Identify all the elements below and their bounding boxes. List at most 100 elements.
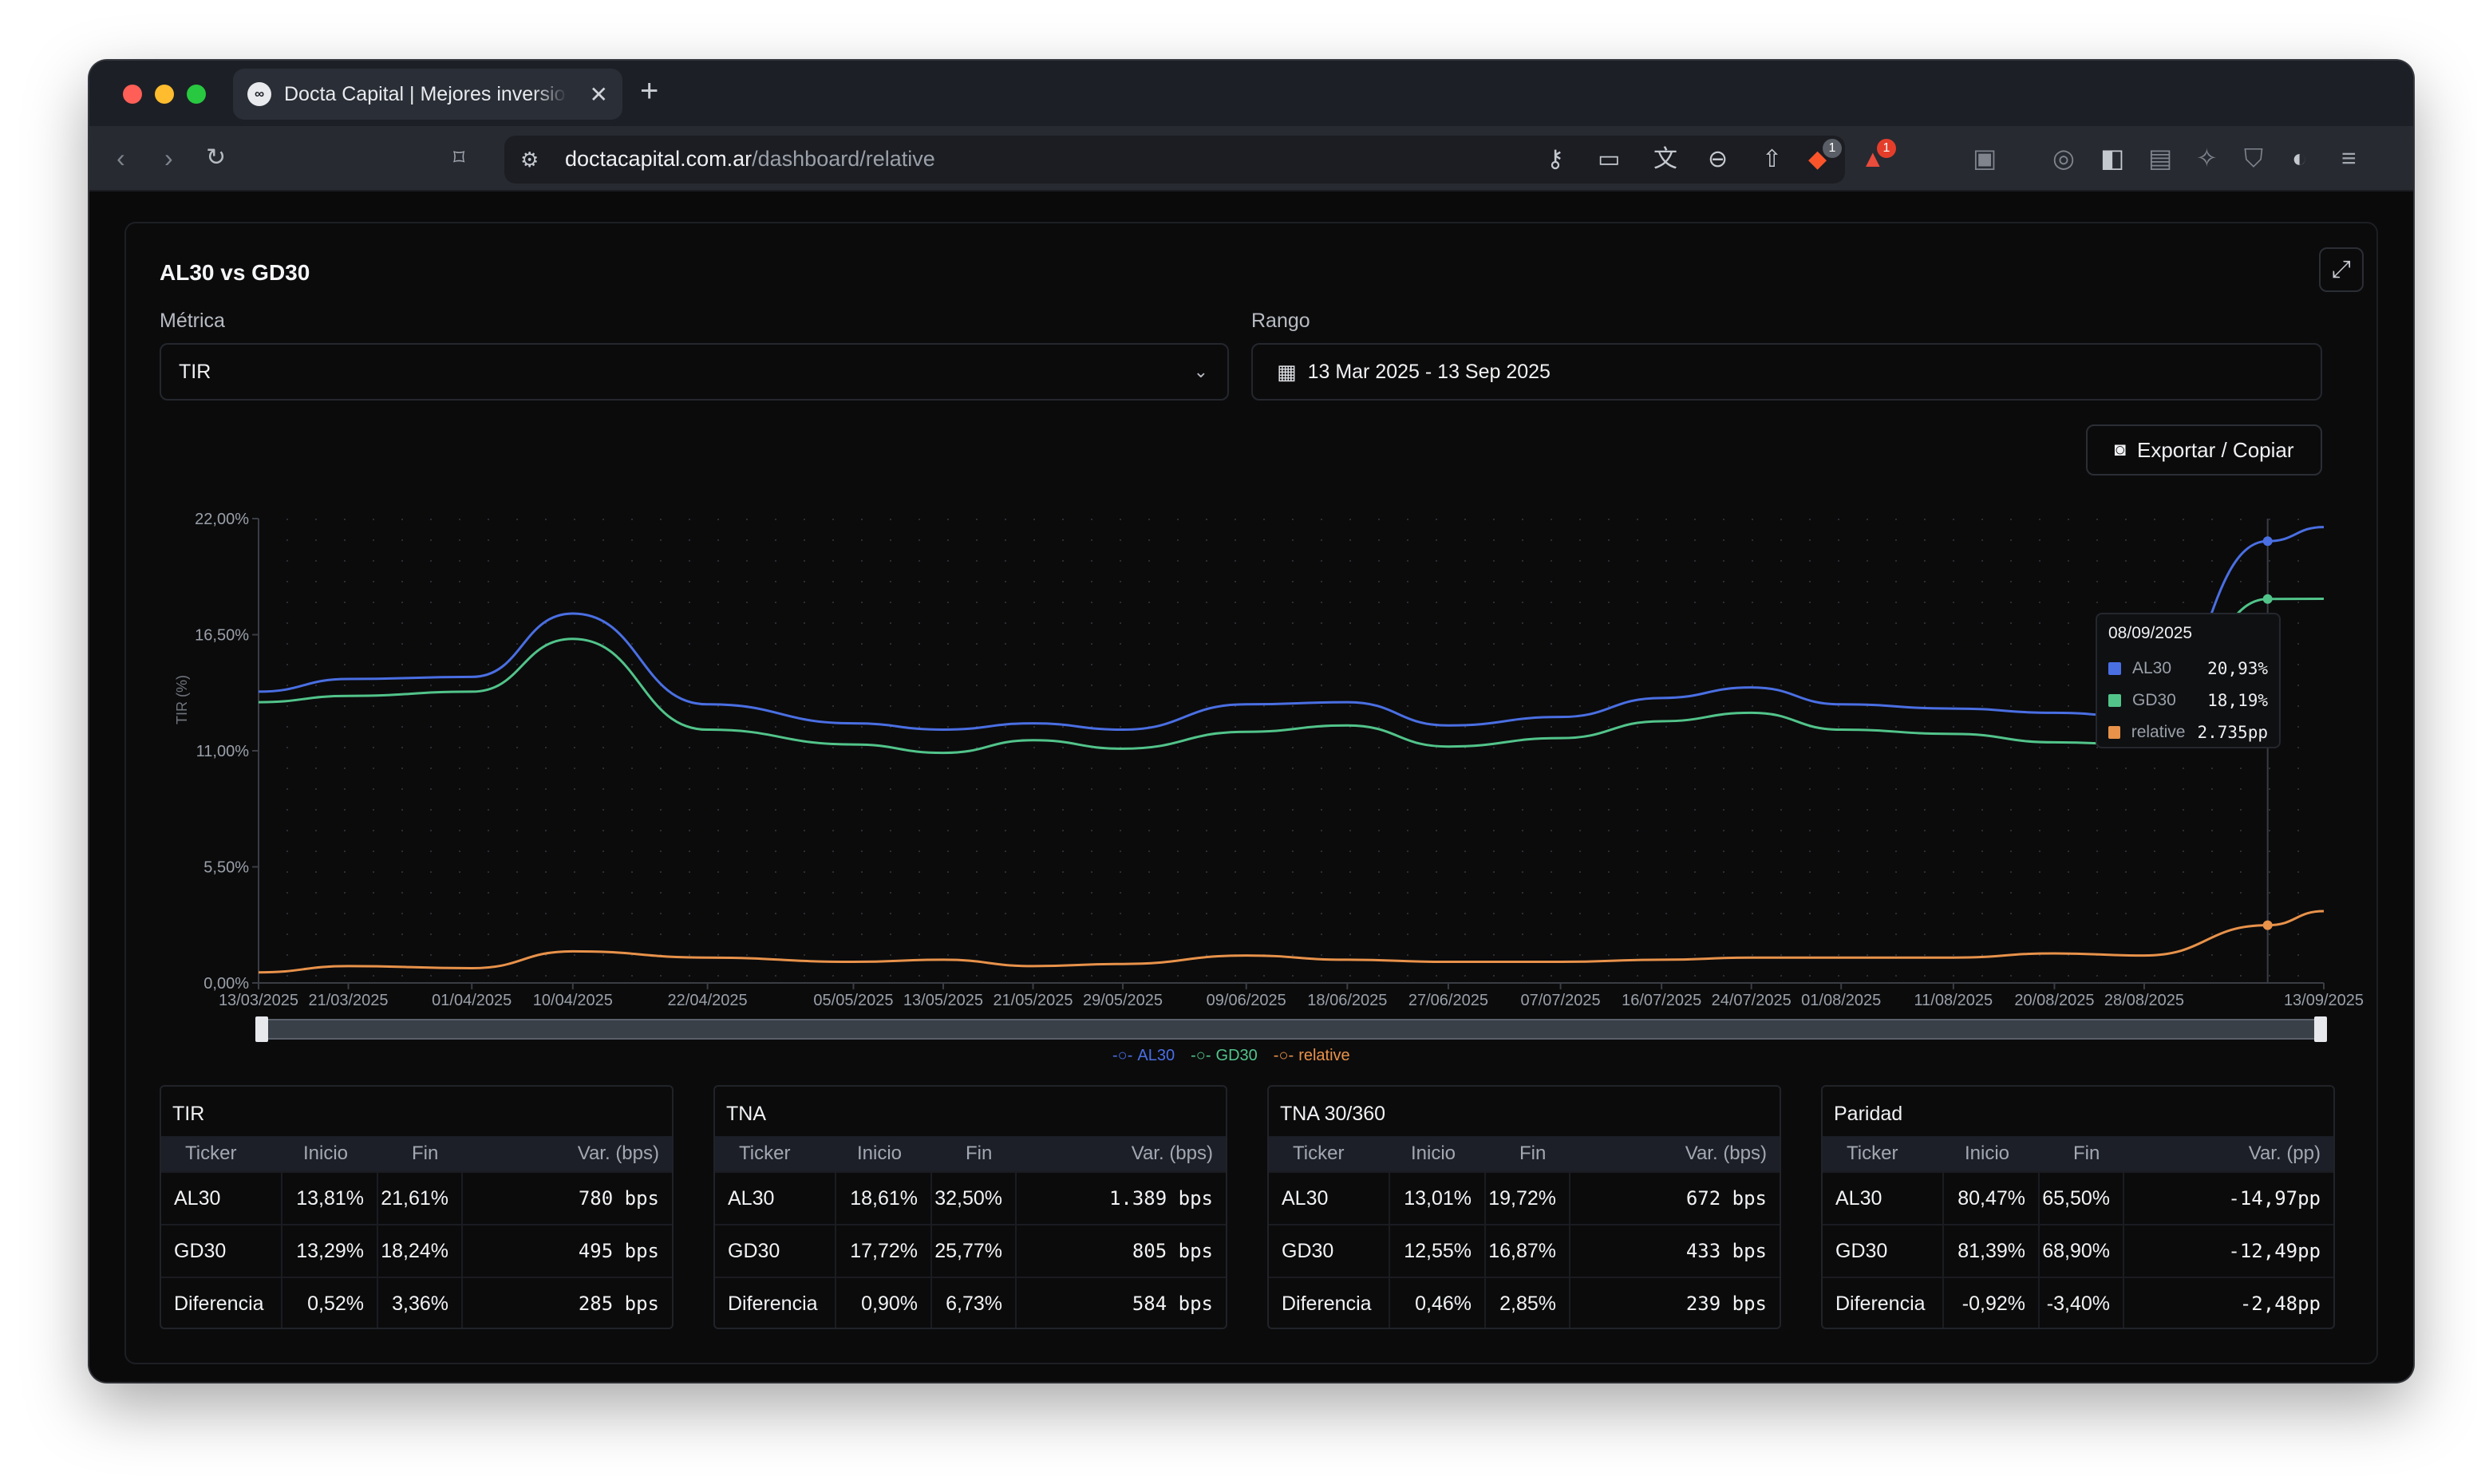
table-cell: 13,01% bbox=[1390, 1173, 1486, 1224]
table-row: GD30 81,39% 68,90% -12,49pp bbox=[1823, 1224, 2333, 1277]
address-bar[interactable]: ⚙ doctacapital.com.ar/dashboard/relative… bbox=[504, 136, 1896, 184]
x-tick-label: 16/07/2025 bbox=[1622, 992, 1701, 1009]
table-cell: 13,29% bbox=[282, 1225, 378, 1277]
table-row: GD30 13,29% 18,24% 495 bps bbox=[161, 1224, 672, 1277]
share-icon[interactable]: ⇧ bbox=[1762, 146, 1783, 172]
series-line-al30 bbox=[258, 526, 2325, 732]
table-cell: -0,92% bbox=[1944, 1278, 2040, 1328]
summary-table-3: Paridad Ticker Inicio Fin Var. (pp) AL30 80,47… bbox=[1821, 1085, 2335, 1329]
column-header[interactable]: Var. (bps) bbox=[1131, 1143, 1213, 1164]
browser-toolbar: ‹ › ↻ ⌑ ⚙ doctacapital.com.ar/dashboard/… bbox=[89, 126, 2413, 191]
export-copy-button[interactable]: ◙ Exportar / Copiar bbox=[2086, 424, 2322, 476]
table-cell: 6,73% bbox=[932, 1278, 1017, 1328]
calendar-icon: ▦ bbox=[1277, 359, 1297, 384]
minimize-window-button[interactable] bbox=[155, 85, 174, 104]
chart-tooltip: 08/09/2025 AL30 20,93% GD30 18,19% relat… bbox=[2096, 613, 2281, 748]
ai-sparkle-icon[interactable]: ✧ bbox=[2196, 144, 2218, 172]
site-settings-icon[interactable]: ⚙ bbox=[520, 148, 539, 172]
x-tick-label: 24/07/2025 bbox=[1712, 992, 1792, 1009]
tab-close-icon[interactable]: ✕ bbox=[589, 81, 608, 107]
column-header[interactable]: Inicio bbox=[303, 1143, 349, 1164]
password-key-icon[interactable]: ⚷ bbox=[1547, 146, 1564, 172]
column-header[interactable]: Ticker bbox=[1293, 1143, 1345, 1164]
tooltip-row-gd30: GD30 18,19% bbox=[2104, 685, 2273, 716]
column-header[interactable]: Ticker bbox=[1847, 1143, 1898, 1164]
column-header[interactable]: Var. (pp) bbox=[2248, 1143, 2321, 1164]
sidebar-icon[interactable]: ◧ bbox=[2100, 144, 2125, 172]
wallet-icon[interactable]: ▤ bbox=[2148, 144, 2173, 172]
forward-arrow-icon[interactable]: › bbox=[164, 144, 173, 172]
table-cell: 16,87% bbox=[1486, 1225, 1570, 1277]
date-range-value: 13 Mar 2025 - 13 Sep 2025 bbox=[1307, 360, 1551, 383]
tir-line-chart[interactable]: 0,00% 5,50% 11,00% 16,50% 22,00% TIR (%) 13/03… bbox=[126, 223, 2380, 1077]
column-header[interactable]: Inicio bbox=[1411, 1143, 1456, 1164]
table-row: GD30 17,72% 25,77% 805 bps bbox=[715, 1224, 1226, 1277]
table-cell: 18,61% bbox=[836, 1173, 932, 1224]
url-path: /dashboard/relative bbox=[752, 147, 935, 171]
column-header[interactable]: Var. (bps) bbox=[577, 1143, 659, 1164]
tooltip-value: 20,93% bbox=[2207, 659, 2268, 678]
tooltip-value: 18,19% bbox=[2207, 691, 2268, 710]
column-header[interactable]: Ticker bbox=[185, 1143, 237, 1164]
column-header[interactable]: Fin bbox=[2073, 1143, 2100, 1164]
legend-item-al30[interactable]: -○- AL30 bbox=[1112, 1047, 1175, 1064]
series-line-gd30 bbox=[258, 598, 2325, 755]
table-row: Diferencia 0,46% 2,85% 239 bps bbox=[1269, 1277, 1780, 1328]
profile-icon[interactable]: ◐ bbox=[2292, 144, 2308, 172]
table-cell: 0,46% bbox=[1390, 1278, 1486, 1328]
menu-icon[interactable]: ≡ bbox=[2341, 144, 2357, 172]
column-header[interactable]: Inicio bbox=[857, 1143, 903, 1164]
cast-icon[interactable]: ▭ bbox=[1598, 146, 1621, 172]
card-title: AL30 vs GD30 bbox=[160, 260, 310, 285]
x-tick-label: 18/06/2025 bbox=[1307, 992, 1387, 1009]
column-header[interactable]: Var. (bps) bbox=[1685, 1143, 1767, 1164]
column-header[interactable]: Fin bbox=[1519, 1143, 1547, 1164]
table-cell: Diferencia bbox=[1269, 1278, 1390, 1328]
column-header[interactable]: Fin bbox=[412, 1143, 439, 1164]
zoom-window-button[interactable] bbox=[187, 85, 206, 104]
expand-icon: ⤢ bbox=[2332, 256, 2351, 282]
new-tab-plus-icon[interactable]: + bbox=[640, 73, 659, 109]
column-header[interactable]: Fin bbox=[966, 1143, 993, 1164]
tooltip-date: 08/09/2025 bbox=[2108, 624, 2193, 642]
vpn-shield-icon[interactable]: ⛉ bbox=[2244, 144, 2264, 172]
table-cell: 65,50% bbox=[2040, 1173, 2124, 1224]
close-window-button[interactable] bbox=[123, 85, 142, 104]
leo-icon[interactable]: ◎ bbox=[2052, 144, 2075, 172]
column-header[interactable]: Inicio bbox=[1965, 1143, 2010, 1164]
reload-icon[interactable]: ↻ bbox=[206, 144, 227, 171]
table-cell: 780 bps bbox=[578, 1187, 659, 1210]
browser-tab[interactable]: ∞ Docta Capital | Mejores inversiones ✕ bbox=[233, 69, 622, 120]
hover-point-gd30 bbox=[2262, 594, 2273, 604]
date-range-picker[interactable]: ▦ 13 Mar 2025 - 13 Sep 2025 bbox=[1251, 343, 2322, 401]
back-arrow-icon[interactable]: ‹ bbox=[117, 144, 125, 172]
expand-button[interactable]: ⤢ bbox=[2319, 247, 2364, 292]
tooltip-row-al30: AL30 20,93% bbox=[2104, 653, 2273, 685]
legend-label: AL30 bbox=[1137, 1047, 1175, 1064]
camera-icon: ◙ bbox=[2114, 439, 2126, 460]
x-tick-label: 28/08/2025 bbox=[2104, 992, 2184, 1009]
series-line-relative bbox=[258, 910, 2325, 974]
legend-item-gd30[interactable]: -○- GD30 bbox=[1191, 1047, 1258, 1064]
metric-select[interactable]: TIR ⌄ bbox=[160, 343, 1229, 401]
zoom-slider-track bbox=[258, 1019, 2325, 1040]
legend-item-relative[interactable]: -○- relative bbox=[1273, 1047, 1350, 1064]
table-cell: 1.389 bps bbox=[1108, 1187, 1213, 1210]
column-header[interactable]: Ticker bbox=[739, 1143, 791, 1164]
range-label: Rango bbox=[1251, 310, 1310, 332]
table-cell: 13,81% bbox=[282, 1173, 378, 1224]
reader-mode-icon[interactable]: ▣ bbox=[1973, 144, 1997, 172]
zoom-slider-handle-right bbox=[2314, 1016, 2327, 1042]
page-content: AL30 vs GD30 ⤢ Métrica TIR ⌄ Rango ▦ 13 … bbox=[89, 191, 2413, 1382]
bookmark-icon[interactable]: ⌑ bbox=[453, 145, 465, 170]
table-cell: -14,97pp bbox=[2228, 1187, 2321, 1210]
legend-label: relative bbox=[1298, 1047, 1350, 1064]
table-header: Ticker Inicio Fin Var. (bps) bbox=[1269, 1136, 1780, 1171]
url-text[interactable]: doctacapital.com.ar/dashboard/relative bbox=[565, 147, 935, 172]
translate-icon[interactable]: 文 bbox=[1653, 146, 1677, 172]
zoom-slider-handle-left bbox=[255, 1016, 268, 1042]
table-row: Diferencia 0,90% 6,73% 584 bps bbox=[715, 1277, 1226, 1328]
zoom-out-icon[interactable]: ⊖ bbox=[1708, 146, 1728, 172]
brave-shield-icon[interactable]: ◆ bbox=[1808, 146, 1827, 172]
tooltip-name: relative bbox=[2131, 723, 2186, 741]
